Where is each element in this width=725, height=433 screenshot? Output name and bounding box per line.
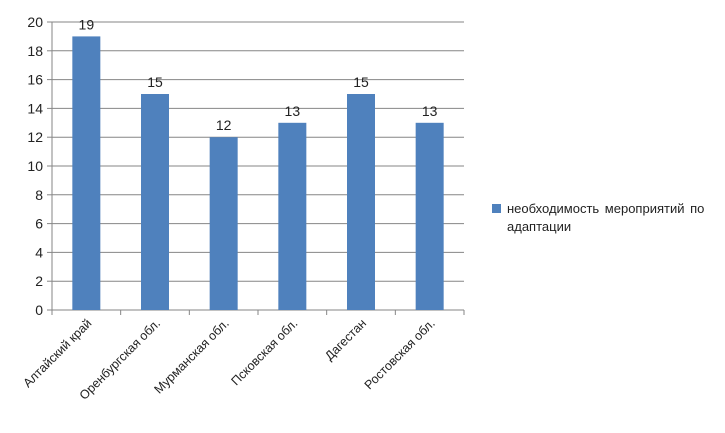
y-tick-label: 6 xyxy=(35,216,43,232)
data-label: 19 xyxy=(79,16,95,32)
bar xyxy=(141,94,169,310)
y-tick-label: 0 xyxy=(35,302,43,318)
x-tick-label: Дагестан xyxy=(322,316,369,363)
y-tick-label: 2 xyxy=(35,273,43,289)
x-tick-label: Мурманская обл. xyxy=(151,316,231,396)
y-tick-label: 18 xyxy=(27,43,43,59)
bar xyxy=(415,122,444,310)
data-label: 13 xyxy=(422,103,438,119)
y-tick-label: 8 xyxy=(35,187,43,203)
y-tick-label: 10 xyxy=(27,158,43,174)
x-tick-label: Псковская обл. xyxy=(228,316,300,388)
x-tick-label: Ростовская обл. xyxy=(362,316,438,392)
data-label: 15 xyxy=(353,74,369,90)
y-tick-label: 12 xyxy=(27,129,43,145)
bar xyxy=(209,137,238,310)
bar xyxy=(278,122,307,310)
y-tick-label: 4 xyxy=(35,244,43,260)
data-label: 12 xyxy=(216,117,232,133)
data-label: 13 xyxy=(285,103,301,119)
legend-label: необходимость мероприятий по адаптации xyxy=(507,201,705,234)
bar xyxy=(347,94,375,310)
y-tick-label: 20 xyxy=(27,14,43,30)
bar xyxy=(72,36,101,311)
data-label: 15 xyxy=(147,74,163,90)
legend-swatch xyxy=(492,204,501,213)
y-tick-label: 16 xyxy=(27,72,43,88)
y-tick-label: 14 xyxy=(27,100,43,116)
x-tick-label: Алтайский край xyxy=(20,316,94,390)
